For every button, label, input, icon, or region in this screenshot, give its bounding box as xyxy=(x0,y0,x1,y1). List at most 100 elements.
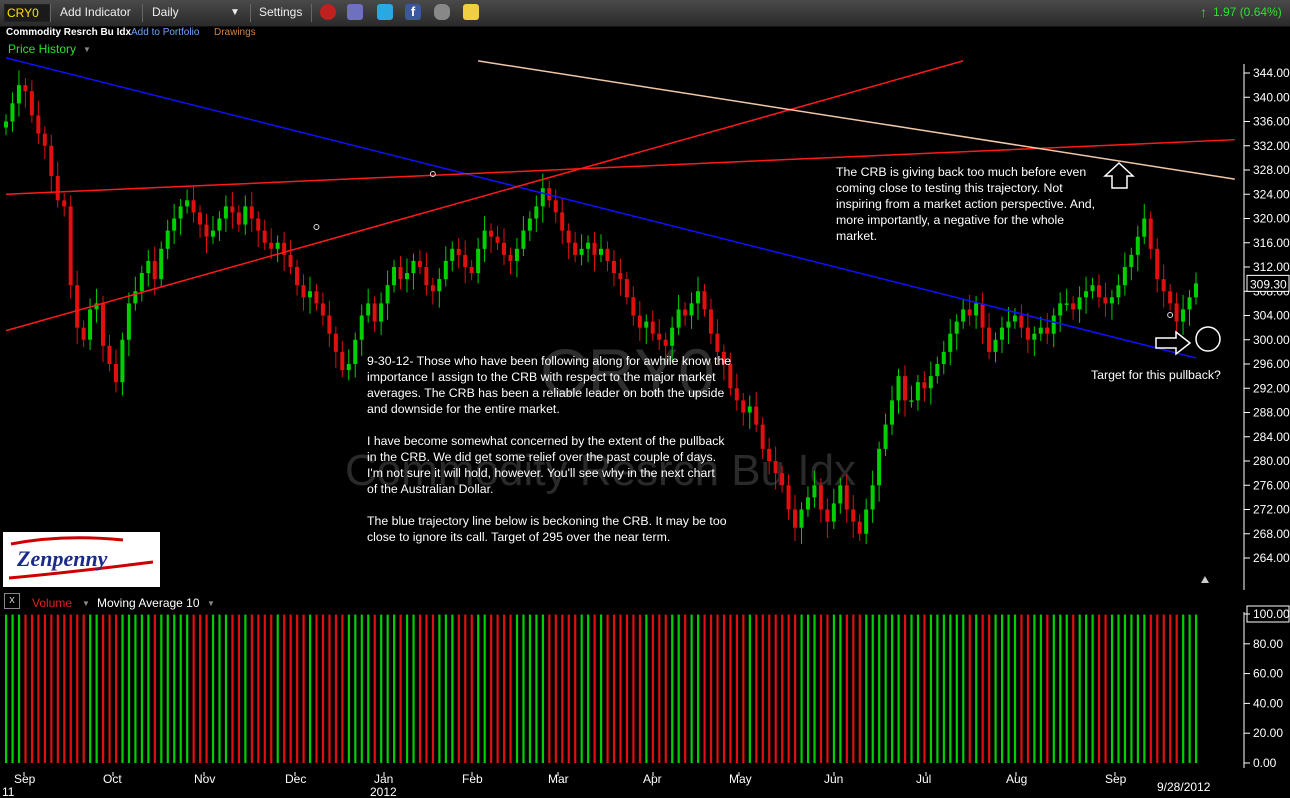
volume-bar xyxy=(839,614,842,763)
candle-body xyxy=(999,327,1004,340)
add-indicator-button[interactable]: Add Indicator xyxy=(60,5,131,19)
scroll-up-icon[interactable] xyxy=(1201,576,1209,583)
add-to-portfolio-link[interactable]: Add to Portfolio xyxy=(131,27,200,38)
candle-body xyxy=(1032,333,1037,340)
candle-body xyxy=(877,448,882,486)
facebook-icon[interactable]: f xyxy=(405,4,421,20)
moving-average-label[interactable]: Moving Average 10 xyxy=(97,596,200,610)
volume-bar xyxy=(651,614,654,763)
candle-body xyxy=(974,303,979,316)
volume-bar xyxy=(515,614,519,763)
volume-bar xyxy=(63,614,66,763)
arrow-up-icon xyxy=(1103,161,1135,189)
volume-bar xyxy=(910,614,913,763)
volume-bar xyxy=(735,614,739,763)
candle-body xyxy=(663,339,668,346)
alarm-clock-icon[interactable] xyxy=(320,4,336,20)
period-select[interactable]: Daily xyxy=(152,5,179,19)
note-line: and downside for the entire market. xyxy=(367,402,560,416)
chevron-down-icon[interactable]: ▼ xyxy=(82,599,90,608)
note-icon[interactable] xyxy=(463,4,479,20)
volume-bar xyxy=(502,614,506,763)
candle-body xyxy=(915,382,920,401)
month-label: Sep xyxy=(1105,772,1127,786)
volume-bar xyxy=(263,614,266,763)
volume-bar xyxy=(360,614,363,763)
candle-body xyxy=(463,254,468,267)
volume-bar xyxy=(160,614,163,763)
volume-bar xyxy=(1072,614,1075,763)
volume-bar xyxy=(1026,614,1030,763)
volume-bar xyxy=(600,614,603,763)
chevron-down-icon[interactable]: ▼ xyxy=(207,599,215,608)
close-icon[interactable]: x xyxy=(4,593,20,609)
y-tick-label: 296.00 xyxy=(1253,357,1290,371)
candle-body xyxy=(1116,285,1121,298)
candle-body xyxy=(68,206,73,286)
main-annotation: 9-30-12- Those who have been following a… xyxy=(367,353,731,545)
volume-bar xyxy=(451,614,454,763)
candle-body xyxy=(793,509,798,528)
candle-body xyxy=(29,91,34,116)
last-price-label: 309.30 xyxy=(1250,277,1287,291)
volume-bar xyxy=(1013,614,1017,763)
volume-bar xyxy=(276,614,279,763)
candle-body xyxy=(185,200,190,207)
candle-body xyxy=(1045,327,1050,334)
volume-bar xyxy=(580,614,583,763)
volume-bar xyxy=(671,614,674,763)
candle-body xyxy=(1168,291,1173,304)
volume-bar xyxy=(787,614,790,763)
candle-body xyxy=(954,321,959,334)
settings-button[interactable]: Settings xyxy=(259,5,303,19)
volume-value-box xyxy=(1246,605,1290,623)
symbol-input[interactable]: CRY0 xyxy=(4,4,50,22)
chevron-down-icon[interactable]: ▼ xyxy=(83,45,91,54)
candle-body xyxy=(611,260,616,274)
volume-bar xyxy=(729,614,732,763)
volume-bar xyxy=(509,614,512,763)
price-history-label[interactable]: Price History xyxy=(8,42,77,56)
camera-icon[interactable] xyxy=(434,4,450,20)
candle-body xyxy=(1038,327,1043,334)
volume-bar xyxy=(1097,614,1101,763)
volume-bar xyxy=(56,614,59,763)
volume-bar xyxy=(574,614,577,763)
candle-body xyxy=(1155,248,1160,280)
volume-bar xyxy=(412,614,415,763)
candle-body xyxy=(1058,303,1063,316)
volume-label: Volume xyxy=(32,596,73,610)
volume-bar xyxy=(832,614,836,763)
y-tick-label: 280.00 xyxy=(1253,454,1290,468)
volume-bar xyxy=(806,614,810,763)
twitter-icon[interactable] xyxy=(377,4,393,20)
volume-bar xyxy=(114,614,118,763)
volume-tick-label: 0.00 xyxy=(1253,756,1277,770)
candle-body xyxy=(644,321,649,328)
trendlines xyxy=(5,57,1235,359)
candle-body xyxy=(599,248,603,255)
candle-body xyxy=(88,309,93,340)
candle-body xyxy=(430,285,435,292)
month-label: Nov xyxy=(194,772,215,786)
month-label: Apr xyxy=(643,772,662,786)
chevron-down-icon[interactable]: ▼ xyxy=(230,7,240,18)
volume-bar xyxy=(1136,614,1139,763)
pages-icon[interactable] xyxy=(347,4,363,20)
candle-body xyxy=(411,260,416,274)
candle-body xyxy=(36,115,41,134)
candle-body xyxy=(172,218,177,231)
candle-body xyxy=(4,121,8,128)
toolbar-divider xyxy=(142,4,143,22)
volume-bar xyxy=(153,614,156,763)
volume-bar xyxy=(1123,614,1127,763)
volume-bar xyxy=(865,614,868,763)
candle-body xyxy=(941,351,946,364)
candle-body xyxy=(624,279,629,298)
volume-bar xyxy=(625,614,629,763)
y-tick-label: 328.00 xyxy=(1253,163,1290,177)
candle-body xyxy=(747,406,752,413)
trendline-anchor xyxy=(1167,312,1174,318)
volume-bar xyxy=(399,614,402,763)
drawings-link[interactable]: Drawings xyxy=(214,27,256,38)
